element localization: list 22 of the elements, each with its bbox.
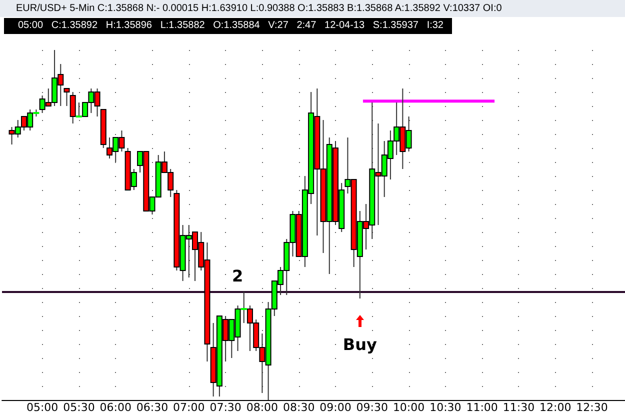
x-tick-label: 07:00: [173, 401, 205, 414]
annotation: 2: [232, 266, 244, 286]
x-tick-label: 11:00: [466, 401, 498, 414]
x-tick-label: 05:30: [63, 401, 95, 414]
x-tick-label: 10:00: [392, 401, 425, 414]
x-tick-label: 12:00: [540, 401, 572, 414]
x-tick-label: 11:30: [502, 401, 535, 414]
x-tick-label: 09:00: [320, 401, 352, 414]
candlestick: [70, 92, 76, 124]
x-tick-label: 09:30: [356, 401, 388, 414]
x-tick-label: 07:30: [210, 401, 242, 414]
x-tick-label: 08:30: [282, 401, 315, 414]
x-tick-label: 05:00: [26, 401, 58, 414]
chart-subtitle: 05:00 C:1.35892 H:1.35896 L:1.35882 O:1.35884 V:27 2:47 12-04-13 S:1.35937 I:32: [4, 18, 452, 34]
annotation: Buy: [342, 335, 378, 354]
x-tick-label: 10:30: [430, 401, 462, 414]
x-tick-label: 06:30: [136, 401, 168, 414]
x-tick-label: 06:00: [100, 401, 132, 414]
candlestick: [64, 88, 70, 106]
x-tick-label: 12:30: [576, 401, 608, 414]
chart-title: EUR/USD+ 5-Min C:1.35868 N:- 0.00015 H:1.63910 L:0.90388 O:1.35883 B:1.35868 A:1.35892 V:10337 OI:0: [0, 0, 625, 17]
x-tick-label: 08:00: [246, 401, 278, 414]
